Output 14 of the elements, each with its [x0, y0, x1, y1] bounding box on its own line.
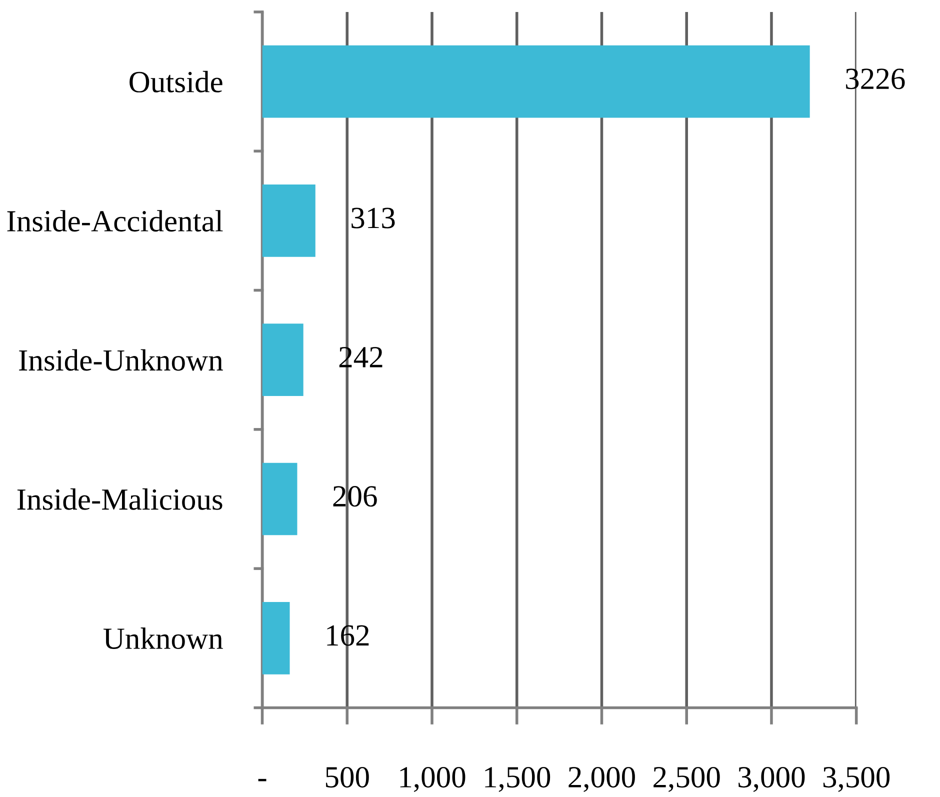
y-tick-label: Unknown [103, 628, 223, 650]
x-tick-label: 3,000 [738, 766, 805, 792]
x-tick-label: 2,500 [654, 766, 720, 792]
x-tick-label: 2,000 [568, 766, 635, 792]
y-tick-label: Inside-Malicious [17, 488, 222, 510]
x-tick-label: - [258, 778, 266, 782]
x-tick-label: 1,500 [485, 766, 550, 792]
y-tick-label: Outside [130, 70, 222, 92]
data-label: 313 [352, 208, 395, 228]
x-tick-label: 3,500 [823, 766, 890, 792]
y-tick-label: Inside-Accidental [7, 210, 223, 232]
x-tick-label: 1,000 [400, 766, 466, 792]
y-tick-label: Inside-Unknown [19, 349, 223, 371]
x-tick-label: 500 [326, 766, 369, 788]
